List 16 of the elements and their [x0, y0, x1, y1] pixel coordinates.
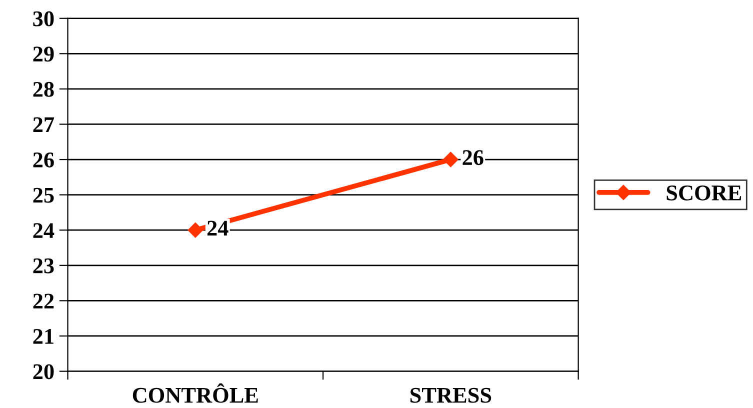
data-label: 24: [207, 220, 228, 236]
y-tick-label: 23: [33, 258, 54, 274]
legend-label: SCORE: [666, 186, 742, 200]
y-tick-label: 28: [33, 82, 54, 97]
y-tick-label: 20: [33, 364, 54, 380]
y-tick-label: 26: [33, 152, 54, 168]
data-label: 26: [462, 150, 484, 166]
y-tick-label: 30: [33, 11, 54, 26]
y-tick-label: 29: [33, 46, 54, 62]
y-tick-label: 24: [33, 223, 54, 238]
x-tick-label: STRESS: [410, 388, 492, 403]
y-tick-label: 27: [33, 117, 54, 132]
y-tick-label: 22: [33, 294, 54, 308]
x-tick-label: CONTRÔLE: [132, 383, 258, 403]
y-tick-label: 21: [33, 328, 54, 344]
y-tick-label: 25: [33, 188, 54, 203]
